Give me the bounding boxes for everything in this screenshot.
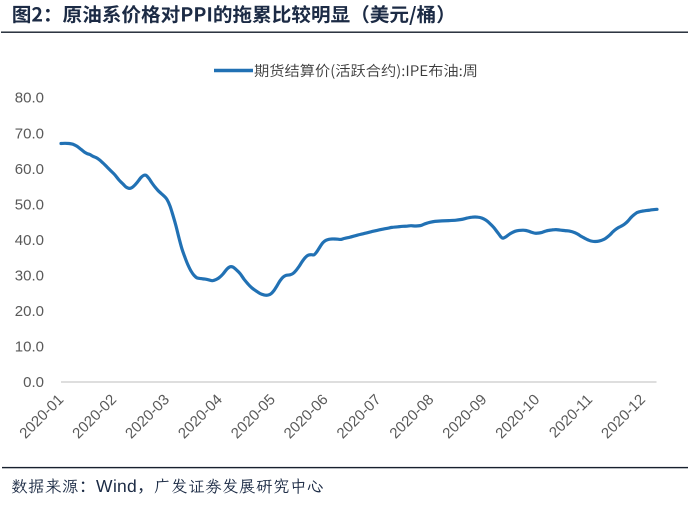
svg-text:40.0: 40.0 bbox=[15, 232, 44, 249]
svg-text:70.0: 70.0 bbox=[15, 125, 44, 142]
svg-text:20.0: 20.0 bbox=[15, 303, 44, 320]
svg-text:60.0: 60.0 bbox=[15, 161, 44, 178]
svg-text:10.0: 10.0 bbox=[15, 339, 44, 356]
svg-text:0.0: 0.0 bbox=[23, 374, 44, 391]
svg-text:30.0: 30.0 bbox=[15, 268, 44, 285]
svg-text:50.0: 50.0 bbox=[15, 196, 44, 213]
svg-text:80.0: 80.0 bbox=[15, 90, 44, 107]
